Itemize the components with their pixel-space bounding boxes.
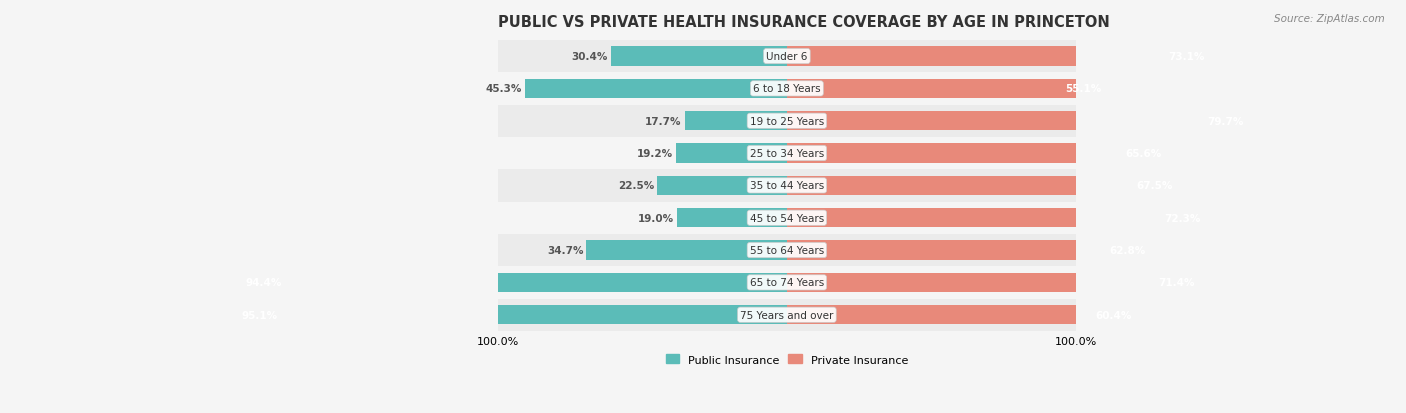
Bar — [498, 299, 1076, 331]
Text: 45.3%: 45.3% — [485, 84, 522, 94]
Text: 65.6%: 65.6% — [1125, 149, 1161, 159]
Text: 19.0%: 19.0% — [638, 213, 673, 223]
Bar — [787, 144, 1167, 164]
Bar — [524, 79, 787, 99]
Text: 67.5%: 67.5% — [1136, 181, 1173, 191]
Bar — [787, 241, 1150, 260]
Text: 72.3%: 72.3% — [1164, 213, 1201, 223]
Bar — [657, 176, 787, 196]
Text: 22.5%: 22.5% — [617, 181, 654, 191]
Text: 55.1%: 55.1% — [1064, 84, 1101, 94]
Bar — [612, 47, 787, 66]
Bar — [498, 41, 1076, 73]
Bar — [787, 112, 1249, 131]
Bar — [498, 170, 1076, 202]
Text: 65 to 74 Years: 65 to 74 Years — [749, 278, 824, 288]
Text: 55 to 64 Years: 55 to 64 Years — [749, 245, 824, 256]
Bar — [678, 209, 787, 228]
Text: 19.2%: 19.2% — [637, 149, 673, 159]
Bar — [787, 273, 1199, 292]
Text: PUBLIC VS PRIVATE HEALTH INSURANCE COVERAGE BY AGE IN PRINCETON: PUBLIC VS PRIVATE HEALTH INSURANCE COVER… — [498, 15, 1109, 30]
Legend: Public Insurance, Private Insurance: Public Insurance, Private Insurance — [661, 350, 912, 369]
Bar — [787, 305, 1136, 325]
Bar — [240, 273, 787, 292]
Bar — [498, 138, 1076, 170]
Text: 73.1%: 73.1% — [1168, 52, 1205, 62]
Text: Under 6: Under 6 — [766, 52, 807, 62]
Text: 34.7%: 34.7% — [547, 245, 583, 256]
Bar — [787, 47, 1209, 66]
Text: 25 to 34 Years: 25 to 34 Years — [749, 149, 824, 159]
Text: 19 to 25 Years: 19 to 25 Years — [749, 116, 824, 126]
Text: 62.8%: 62.8% — [1109, 245, 1146, 256]
Bar — [685, 112, 787, 131]
Bar — [498, 73, 1076, 105]
Text: 30.4%: 30.4% — [572, 52, 609, 62]
Bar — [787, 209, 1205, 228]
Bar — [787, 79, 1105, 99]
Text: 95.1%: 95.1% — [242, 310, 277, 320]
Bar — [586, 241, 787, 260]
Bar — [498, 234, 1076, 266]
Text: 45 to 54 Years: 45 to 54 Years — [749, 213, 824, 223]
Text: 17.7%: 17.7% — [645, 116, 682, 126]
Bar — [498, 202, 1076, 234]
Text: 60.4%: 60.4% — [1095, 310, 1132, 320]
Text: 35 to 44 Years: 35 to 44 Years — [749, 181, 824, 191]
Bar — [236, 305, 787, 325]
Text: Source: ZipAtlas.com: Source: ZipAtlas.com — [1274, 14, 1385, 24]
Text: 71.4%: 71.4% — [1159, 278, 1195, 288]
Bar — [676, 144, 787, 164]
Text: 75 Years and over: 75 Years and over — [740, 310, 834, 320]
Text: 6 to 18 Years: 6 to 18 Years — [754, 84, 821, 94]
Bar — [787, 176, 1177, 196]
Bar — [498, 266, 1076, 299]
Bar — [498, 105, 1076, 138]
Text: 94.4%: 94.4% — [246, 278, 283, 288]
Text: 79.7%: 79.7% — [1206, 116, 1243, 126]
